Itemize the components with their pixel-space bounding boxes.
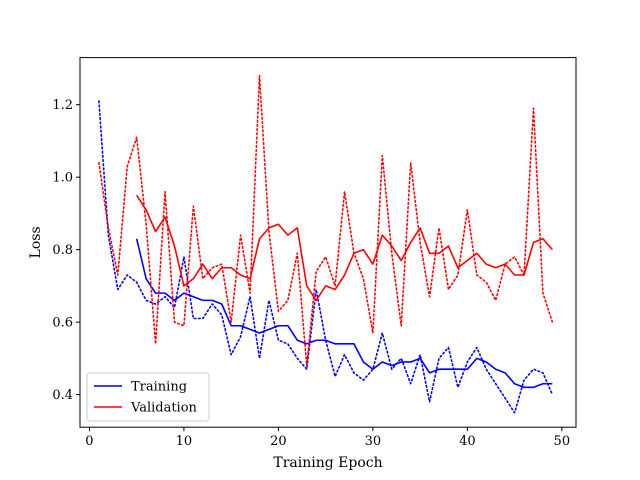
plot-frame (79, 57, 577, 428)
x-tick-label: 30 (365, 434, 382, 449)
x-tick-label: 40 (459, 434, 476, 449)
x-tick-label: 50 (554, 434, 571, 449)
series-layer (98, 74, 554, 414)
y-tick-label: 1.2 (52, 98, 73, 113)
x-axis-ticks: 0 10 20 30 40 50 (85, 427, 570, 449)
y-axis-ticks: 0.4 0.6 0.8 1.0 1.2 (52, 98, 80, 403)
x-tick-label: 0 (85, 434, 93, 449)
legend: Training Validation (86, 372, 210, 422)
series-validation-dotted-line (98, 74, 554, 367)
legend-box (86, 372, 210, 422)
y-tick-label: 0.8 (52, 243, 73, 258)
y-tick-label: 0.6 (52, 316, 73, 331)
series-training-solid-line (135, 238, 553, 389)
legend-label-validation: Validation (130, 401, 198, 416)
y-axis-label: Loss (28, 226, 44, 258)
y-tick-label: 0.4 (52, 388, 73, 403)
x-axis-label: Training Epoch (273, 455, 382, 471)
legend-label-training: Training (131, 380, 187, 395)
x-tick-label: 10 (176, 434, 193, 449)
y-tick-label: 1.0 (52, 171, 73, 186)
series-validation-solid-line (136, 194, 553, 302)
x-tick-label: 20 (270, 434, 287, 449)
